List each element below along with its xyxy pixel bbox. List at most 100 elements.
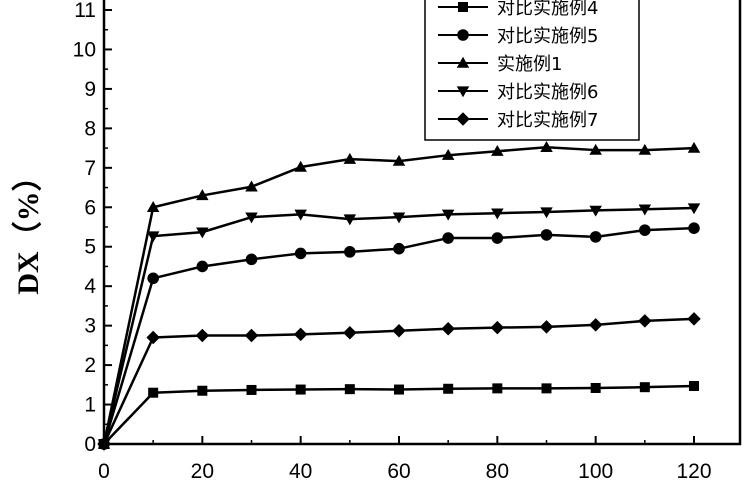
series-line <box>102 317 695 445</box>
data-point <box>196 260 209 273</box>
legend-marker <box>456 112 470 126</box>
data-point <box>343 152 357 164</box>
legend-item: 对比实施例6 <box>438 82 598 103</box>
data-point <box>146 201 160 212</box>
data-point <box>639 382 650 393</box>
y-tick-label: 5 <box>84 236 96 259</box>
series-5 <box>97 312 701 451</box>
data-point <box>392 324 406 338</box>
y-tick-label: 10 <box>73 38 96 61</box>
x-axis: 0 20 40 60 80 100 120 <box>98 436 712 483</box>
legend-label: 对比实施例7 <box>497 110 598 131</box>
data-point <box>540 141 553 152</box>
data-point <box>294 160 307 172</box>
y-tick-label: 4 <box>84 275 96 298</box>
legend-item: 对比实施例5 <box>438 26 598 47</box>
data-point <box>197 385 208 396</box>
data-point <box>293 327 308 342</box>
axes-frame <box>102 0 742 446</box>
y-tick-label: 8 <box>84 117 96 140</box>
x-tick-label: 60 <box>387 460 410 483</box>
legend-item: 对比实施例7 <box>438 110 598 131</box>
data-point <box>638 143 652 155</box>
data-point <box>294 247 307 260</box>
x-tick-label: 20 <box>191 460 214 483</box>
data-point <box>97 437 111 451</box>
data-point <box>393 242 405 255</box>
x-tick-label: 0 <box>98 460 110 483</box>
legend: 对比实施例4 对比实施例5 实施例1 对比实施例6 对比实施例7 <box>424 0 640 141</box>
data-point <box>245 253 258 266</box>
data-point <box>590 382 601 393</box>
data-point <box>195 328 210 343</box>
data-point <box>588 318 603 332</box>
data-point <box>343 325 357 340</box>
data-point <box>442 232 454 244</box>
data-point <box>492 383 503 394</box>
data-point <box>246 384 257 395</box>
series-line <box>103 384 695 445</box>
data-point <box>491 144 504 156</box>
data-point <box>392 212 406 224</box>
data-point <box>491 232 504 244</box>
data-point <box>540 207 553 219</box>
data-point <box>443 383 454 394</box>
data-point <box>344 384 355 395</box>
data-point <box>490 320 505 335</box>
data-point <box>196 227 209 239</box>
x-tick-label: 40 <box>289 460 312 483</box>
legend-label: 对比实施例5 <box>497 26 598 47</box>
x-tick-label: 100 <box>578 460 613 483</box>
data-point <box>295 384 306 395</box>
data-point <box>147 272 159 285</box>
data-point <box>441 209 455 221</box>
data-point <box>688 222 700 234</box>
legend-item: 实施例1 <box>438 54 562 75</box>
data-point <box>196 189 209 201</box>
data-point <box>392 154 406 166</box>
data-point <box>638 314 652 328</box>
data-point <box>589 143 602 155</box>
legend-label: 对比实施例6 <box>497 82 598 103</box>
legend-label: 对比实施例4 <box>497 0 598 19</box>
x-tick-label: 120 <box>676 460 711 483</box>
data-point <box>687 141 701 153</box>
data-point <box>638 204 652 216</box>
series-line <box>102 146 695 445</box>
data-point <box>244 328 259 343</box>
data-point <box>540 229 553 241</box>
data-point <box>146 231 160 243</box>
data-point <box>687 312 701 326</box>
data-point <box>441 322 455 336</box>
legend-marker <box>456 56 470 68</box>
data-point <box>539 320 554 334</box>
data-point <box>343 214 357 226</box>
data-point <box>589 205 602 217</box>
data-point <box>687 203 701 215</box>
y-tick-label: 11 <box>74 0 96 22</box>
data-point <box>491 208 504 220</box>
legend-marker <box>457 29 469 41</box>
legend-marker <box>456 86 470 98</box>
data-point <box>689 381 699 392</box>
plot-frame <box>102 0 742 446</box>
data-point <box>344 246 356 258</box>
y-tick-label: 6 <box>84 196 96 219</box>
y-tick-label: 0 <box>84 433 96 456</box>
data-point <box>245 180 258 192</box>
series-2 <box>98 222 700 450</box>
plot-series <box>97 141 701 451</box>
legend-item: 对比实施例4 <box>438 0 598 19</box>
y-tick-label: 7 <box>84 157 96 180</box>
y-tick-label: 9 <box>84 78 96 101</box>
data-point <box>146 330 160 345</box>
data-point <box>639 224 651 236</box>
data-point <box>541 383 552 394</box>
series-3 <box>97 141 701 449</box>
data-point <box>148 387 159 398</box>
legend-label: 实施例1 <box>497 54 562 75</box>
y-axis-label: DX（%） <box>11 161 45 294</box>
data-point <box>294 209 307 221</box>
data-point <box>441 148 455 160</box>
